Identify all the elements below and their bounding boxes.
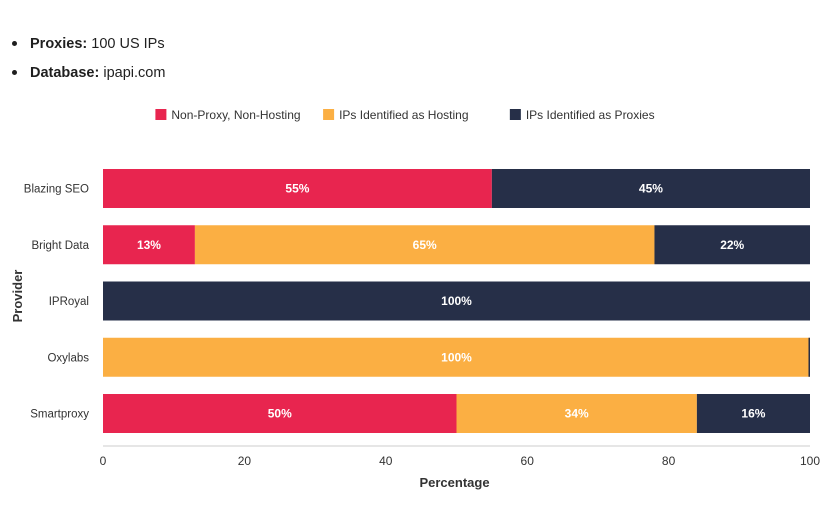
bar-1-0 (103, 225, 195, 265)
bullet-database-label: Database: (30, 65, 100, 81)
legend-swatch-1 (323, 109, 335, 120)
bar-4-0 (103, 394, 457, 433)
category-label-1: Bright Data (31, 240, 89, 252)
bullet-dot-icon (12, 70, 17, 75)
x-tick-label-0: 0 (100, 454, 107, 468)
legend-swatch-0 (155, 109, 167, 120)
bar-label-0-0: 55% (285, 182, 309, 196)
bullet-proxies-value: 100 US IPs (91, 36, 165, 52)
bar-label-4-0: 50% (268, 407, 292, 421)
bar-label-3-1: 100% (441, 350, 472, 364)
bar-0-0 (103, 169, 492, 208)
x-axis-title: Percentage (419, 475, 489, 490)
x-tick-label-1: 20 (238, 454, 252, 468)
bar-label-1-0: 13% (137, 238, 161, 252)
legend-label-0: Non-Proxy, Non-Hosting (171, 108, 300, 122)
bar-4-1 (456, 394, 697, 433)
category-label-3: Oxylabs (47, 352, 89, 364)
legend-label-2: IPs Identified as Proxies (526, 108, 655, 122)
x-tick-label-5: 100 (800, 454, 820, 468)
bar-3-1 (103, 337, 810, 377)
bullet-database: Database: ipapi.com (12, 59, 165, 88)
bar-1-1 (194, 225, 655, 265)
bar-label-1-1: 65% (413, 238, 437, 252)
bar-4-2 (696, 394, 810, 433)
bar-label-1-2: 22% (720, 238, 744, 252)
bar-label-2-2: 100% (441, 294, 472, 308)
x-tick-label-2: 40 (379, 454, 393, 468)
legend-label-1: IPs Identified as Hosting (339, 108, 468, 122)
x-tick-label-3: 60 (521, 454, 535, 468)
bar-edge-3 (808, 337, 810, 377)
bullet-proxies: Proxies: 100 US IPs (12, 30, 165, 59)
bullet-proxies-label: Proxies: (30, 36, 88, 52)
bullet-dot-icon (12, 41, 17, 46)
legend-swatch-2 (509, 109, 521, 120)
bar-0-2 (491, 169, 810, 208)
bullet-database-value: ipapi.com (103, 65, 166, 81)
bar-1-2 (654, 225, 810, 265)
category-label-2: IPRoyal (49, 296, 89, 308)
info-bullets: Proxies: 100 US IPs Database: ipapi.com (12, 30, 165, 88)
x-tick-label-4: 80 (662, 454, 676, 468)
bar-label-0-2: 45% (639, 182, 663, 196)
bar-2-2 (103, 281, 810, 321)
bar-label-4-1: 34% (565, 407, 589, 421)
bar-label-4-2: 16% (741, 407, 765, 421)
y-axis-title: Provider (10, 270, 25, 323)
category-label-4: Smartproxy (30, 409, 89, 421)
category-label-0: Blazing SEO (24, 184, 89, 196)
